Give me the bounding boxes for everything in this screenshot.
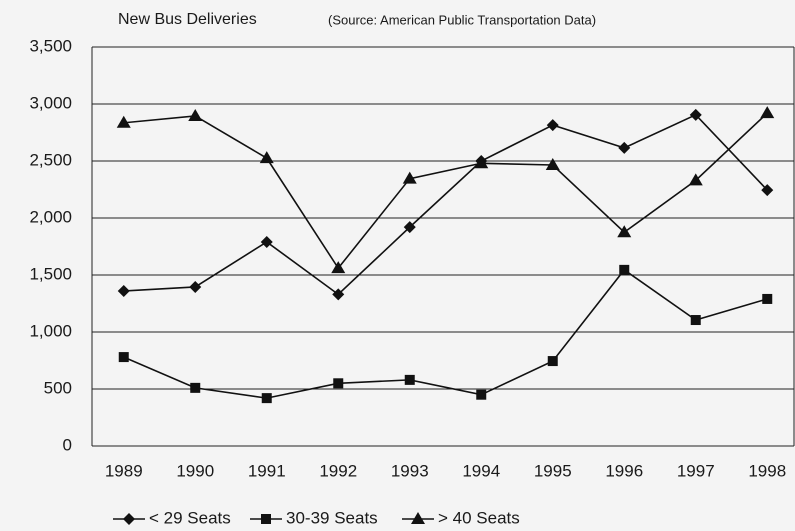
x-tick-label: 1996 [605, 461, 643, 480]
legend-marker [411, 512, 425, 524]
series-line [123, 268, 768, 399]
legend-label: < 29 Seats [149, 508, 231, 527]
y-tick-label: 2,500 [29, 150, 72, 169]
y-tick-label: 500 [44, 378, 72, 397]
legend-marker [123, 513, 135, 525]
chart-subtitle: (Source: American Public Transportation … [328, 12, 596, 27]
data-point [547, 356, 558, 367]
x-tick-label: 1993 [391, 461, 429, 480]
series-line [123, 113, 768, 296]
data-point [190, 382, 201, 393]
data-point [259, 151, 274, 164]
data-point [690, 315, 701, 326]
data-point [403, 221, 416, 234]
data-point [689, 108, 702, 121]
data-point [404, 374, 415, 385]
data-point [331, 261, 346, 274]
data-point [261, 393, 272, 404]
data-point [619, 264, 630, 275]
data-point [688, 173, 703, 186]
data-point [761, 184, 774, 197]
data-point [402, 171, 417, 184]
data-point [260, 235, 273, 248]
y-tick-label: 3,500 [29, 36, 72, 55]
data-point [117, 284, 130, 297]
data-point [617, 225, 632, 238]
data-point [118, 352, 129, 363]
data-point [476, 389, 487, 400]
data-point [116, 115, 131, 128]
x-tick-label: 1998 [748, 461, 786, 480]
legend-label: 30-39 Seats [286, 508, 378, 527]
data-point [546, 119, 559, 132]
y-tick-label: 1,000 [29, 321, 72, 340]
y-tick-label: 2,000 [29, 207, 72, 226]
data-point [762, 293, 773, 304]
data-point [474, 156, 489, 169]
chart-title: New Bus Deliveries [118, 11, 257, 28]
data-point [189, 280, 202, 293]
x-tick-label: 1994 [462, 461, 500, 480]
data-point [618, 141, 631, 154]
series-line [123, 112, 768, 270]
x-tick-label: 1991 [248, 461, 286, 480]
x-tick-label: 1989 [105, 461, 143, 480]
data-point [333, 378, 344, 389]
data-point [545, 157, 560, 170]
y-tick-label: 1,500 [29, 264, 72, 283]
x-tick-label: 1995 [534, 461, 572, 480]
legend-label: > 40 Seats [438, 508, 520, 527]
x-tick-label: 1992 [319, 461, 357, 480]
x-tick-label: 1997 [677, 461, 715, 480]
y-tick-label: 3,000 [29, 93, 72, 112]
y-tick-label: 0 [63, 435, 72, 454]
data-point [332, 288, 345, 301]
x-tick-label: 1990 [176, 461, 214, 480]
data-point [760, 106, 775, 119]
legend-marker [261, 514, 271, 524]
data-point [188, 108, 203, 121]
